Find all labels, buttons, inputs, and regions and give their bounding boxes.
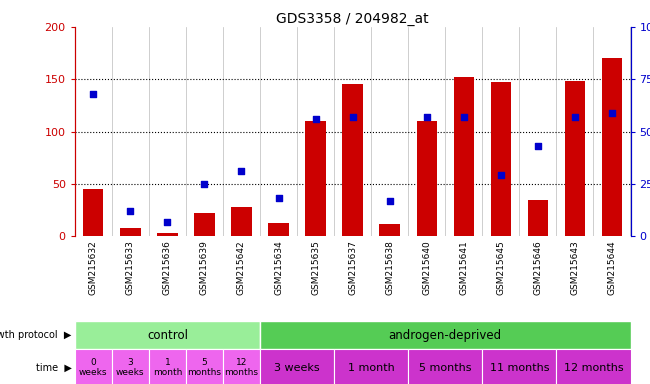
Bar <box>528 200 548 236</box>
Bar <box>417 121 437 236</box>
Text: GSM215632: GSM215632 <box>89 240 98 295</box>
Bar <box>408 349 482 384</box>
Point <box>533 143 543 149</box>
Bar <box>343 84 363 236</box>
Text: GSM215641: GSM215641 <box>460 240 468 295</box>
Text: GSM215639: GSM215639 <box>200 240 209 295</box>
Text: GSM215638: GSM215638 <box>385 240 394 295</box>
Text: 12
months: 12 months <box>224 358 259 377</box>
Text: 0
weeks: 0 weeks <box>79 358 107 377</box>
Text: GSM215644: GSM215644 <box>608 240 616 295</box>
Point <box>347 114 358 120</box>
Text: 12 months: 12 months <box>564 362 623 373</box>
Bar <box>380 223 400 236</box>
Text: GSM215634: GSM215634 <box>274 240 283 295</box>
Bar <box>149 349 186 384</box>
Text: control: control <box>147 329 188 341</box>
Point <box>569 114 580 120</box>
Text: 1 month: 1 month <box>348 362 395 373</box>
Bar <box>231 207 252 236</box>
Text: GSM215643: GSM215643 <box>571 240 579 295</box>
Point <box>162 218 173 225</box>
Bar <box>120 228 140 236</box>
Point <box>422 114 432 120</box>
Text: GSM215640: GSM215640 <box>422 240 431 295</box>
Point <box>458 114 469 120</box>
Bar <box>260 349 334 384</box>
Bar <box>194 213 214 236</box>
Point <box>495 172 506 179</box>
Point <box>88 91 99 97</box>
Text: 1
month: 1 month <box>153 358 182 377</box>
Bar <box>112 349 149 384</box>
Bar <box>454 77 474 236</box>
Point <box>273 195 283 202</box>
Bar <box>75 349 112 384</box>
Text: 3 weeks: 3 weeks <box>274 362 320 373</box>
Point <box>237 168 247 174</box>
Text: time  ▶: time ▶ <box>36 362 72 373</box>
Text: GSM215645: GSM215645 <box>497 240 505 295</box>
Bar <box>186 349 223 384</box>
Text: GSM215637: GSM215637 <box>348 240 357 295</box>
Bar <box>482 349 556 384</box>
Bar <box>491 82 511 236</box>
Text: 3
weeks: 3 weeks <box>116 358 144 377</box>
Point <box>311 116 321 122</box>
Bar <box>268 223 289 236</box>
Text: GSM215636: GSM215636 <box>163 240 172 295</box>
Text: GSM215646: GSM215646 <box>534 240 542 295</box>
Bar <box>602 58 622 236</box>
Bar <box>306 121 326 236</box>
Text: 5
months: 5 months <box>187 358 222 377</box>
Text: growth protocol  ▶: growth protocol ▶ <box>0 330 72 340</box>
Text: GSM215642: GSM215642 <box>237 240 246 295</box>
Bar <box>157 233 177 236</box>
Text: 11 months: 11 months <box>489 362 549 373</box>
Point <box>125 208 135 214</box>
Point <box>199 181 209 187</box>
Bar <box>223 349 260 384</box>
Text: 5 months: 5 months <box>419 362 471 373</box>
Text: GSM215635: GSM215635 <box>311 240 320 295</box>
Bar <box>334 349 408 384</box>
Text: GSM215633: GSM215633 <box>126 240 135 295</box>
Text: androgen-deprived: androgen-deprived <box>389 329 502 341</box>
Bar <box>565 81 585 236</box>
Bar <box>260 321 630 349</box>
Title: GDS3358 / 204982_at: GDS3358 / 204982_at <box>276 12 429 26</box>
Bar <box>75 321 260 349</box>
Bar <box>556 349 630 384</box>
Point <box>384 197 395 204</box>
Point <box>606 109 617 116</box>
Bar <box>83 189 103 236</box>
